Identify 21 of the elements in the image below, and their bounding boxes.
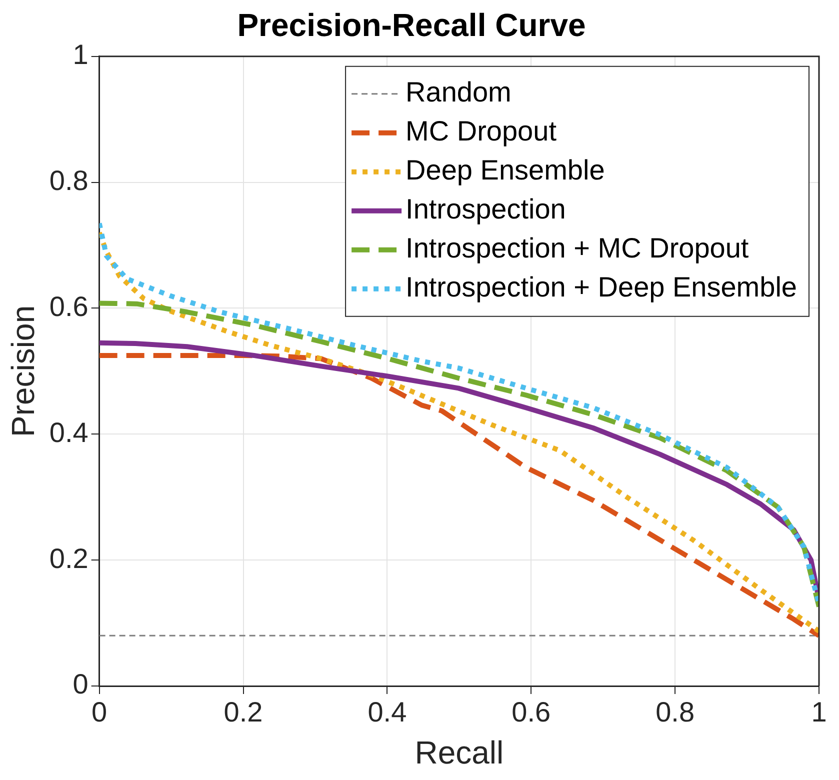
x-tick-label: 1 [811, 696, 827, 728]
legend-label: Introspection + MC Dropout [406, 232, 749, 264]
y-tick-label: 0.4 [49, 416, 88, 448]
legend-label: Deep Ensemble [406, 154, 605, 186]
x-tick-label: 0.8 [656, 696, 695, 728]
x-tick-label: 0.2 [224, 696, 263, 728]
legend-label: Random [406, 76, 512, 108]
legend-label: Introspection [406, 194, 566, 225]
y-tick-label: 1 [72, 39, 88, 70]
x-axis-title: Recall [414, 734, 504, 771]
y-tick-label: 0.8 [49, 165, 88, 196]
chart-title: Precision-Recall Curve [237, 7, 586, 44]
y-tick-label: 0.2 [49, 542, 88, 574]
legend-label: MC Dropout [406, 116, 557, 147]
x-tick-label: 0.6 [512, 696, 551, 728]
y-tick-label: 0.6 [49, 290, 88, 322]
legend-label: Introspection + Deep Ensemble [406, 272, 797, 303]
x-tick-label: 0.4 [368, 696, 407, 728]
y-tick-label: 0 [72, 668, 88, 700]
x-tick-label: 0 [92, 696, 108, 728]
y-axis-title: Precision [5, 305, 42, 438]
